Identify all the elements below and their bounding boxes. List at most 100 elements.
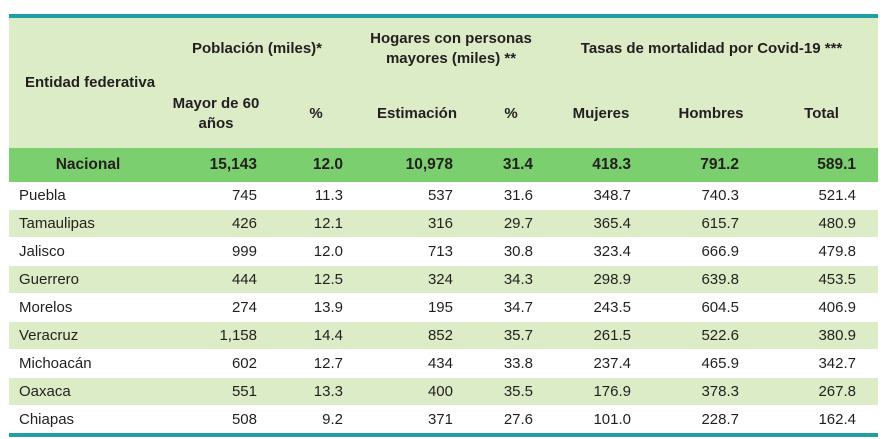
cell-mayor-60: 444 [157, 265, 275, 294]
table-row: Morelos 274 13.9 195 34.7 243.5 604.5 40… [9, 293, 879, 322]
cell-total: 342.7 [765, 349, 879, 378]
cell-pct-hogares: 33.8 [477, 349, 546, 378]
cell-hombres: 615.7 [657, 209, 766, 238]
cell-pct-poblacion: 14.4 [275, 321, 357, 350]
cell-pct-hogares: 31.4 [477, 148, 546, 182]
header-pct-hogares: % [477, 80, 546, 148]
cell-mujeres: 323.4 [545, 237, 658, 266]
header-mayor-60: Mayor de 60 años [157, 80, 275, 148]
cell-hombres: 522.6 [657, 321, 766, 350]
header-pct-poblacion: % [275, 80, 357, 148]
cell-hombres: 465.9 [657, 349, 766, 378]
header-poblacion: Población (miles)* [157, 18, 357, 80]
header-estimacion: Estimación [357, 80, 477, 148]
cell-mujeres: 418.3 [545, 148, 658, 182]
table-row: Chiapas 508 9.2 371 27.6 101.0 228.7 162… [9, 405, 879, 433]
cell-total: 380.9 [765, 321, 879, 350]
header-total: Total [765, 80, 879, 148]
cell-mayor-60: 508 [157, 405, 275, 433]
cell-pct-poblacion: 12.7 [275, 349, 357, 378]
cell-hombres: 378.3 [657, 377, 766, 406]
cell-entity: Chiapas [9, 405, 157, 433]
cell-estimacion: 195 [357, 293, 477, 322]
cell-pct-hogares: 35.7 [477, 321, 546, 350]
cell-hombres: 228.7 [657, 405, 766, 433]
top-rule [9, 14, 878, 18]
table-row: Tamaulipas 426 12.1 316 29.7 365.4 615.7… [9, 209, 879, 238]
table-row: Jalisco 999 12.0 713 30.8 323.4 666.9 47… [9, 237, 879, 266]
cell-pct-hogares: 27.6 [477, 405, 546, 433]
cell-entity: Guerrero [9, 265, 157, 294]
cell-estimacion: 713 [357, 237, 477, 266]
table-row: Veracruz 1,158 14.4 852 35.7 261.5 522.6… [9, 321, 879, 350]
cell-mujeres: 237.4 [545, 349, 658, 378]
cell-entity: Veracruz [9, 321, 157, 350]
cell-mayor-60: 551 [157, 377, 275, 406]
cell-entity: Jalisco [9, 237, 157, 266]
data-table: Entidad federativa Población (miles)* Ho… [9, 18, 879, 433]
cell-entity: Michoacán [9, 349, 157, 378]
cell-pct-hogares: 34.7 [477, 293, 546, 322]
header-hogares: Hogares con personas mayores (miles) ** [357, 18, 546, 80]
cell-mujeres: 298.9 [545, 265, 658, 294]
table-row: Michoacán 602 12.7 434 33.8 237.4 465.9 … [9, 349, 879, 378]
table-row: Puebla 745 11.3 537 31.6 348.7 740.3 521… [9, 182, 879, 210]
cell-estimacion: 852 [357, 321, 477, 350]
cell-pct-hogares: 29.7 [477, 209, 546, 238]
cell-mayor-60: 745 [157, 182, 275, 210]
cell-mujeres: 176.9 [545, 377, 658, 406]
cell-entity: Nacional [9, 148, 157, 182]
cell-hombres: 791.2 [657, 148, 766, 182]
cell-mayor-60: 15,143 [157, 148, 275, 182]
cell-hombres: 666.9 [657, 237, 766, 266]
cell-entity: Morelos [9, 293, 157, 322]
cell-mujeres: 243.5 [545, 293, 658, 322]
cell-total: 589.1 [765, 148, 879, 182]
cell-mayor-60: 426 [157, 209, 275, 238]
cell-pct-poblacion: 12.1 [275, 209, 357, 238]
cell-total: 406.9 [765, 293, 879, 322]
cell-estimacion: 400 [357, 377, 477, 406]
cell-estimacion: 371 [357, 405, 477, 433]
cell-entity: Tamaulipas [9, 209, 157, 238]
cell-total: 479.8 [765, 237, 879, 266]
bottom-rule [9, 433, 878, 437]
national-row: Nacional 15,143 12.0 10,978 31.4 418.3 7… [9, 148, 879, 182]
header-tasas: Tasas de mortalidad por Covid-19 *** [545, 18, 879, 80]
cell-hombres: 740.3 [657, 182, 766, 210]
cell-total: 453.5 [765, 265, 879, 294]
cell-mujeres: 261.5 [545, 321, 658, 350]
table-row: Oaxaca 551 13.3 400 35.5 176.9 378.3 267… [9, 377, 879, 406]
cell-total: 267.8 [765, 377, 879, 406]
cell-estimacion: 537 [357, 182, 477, 210]
cell-mujeres: 348.7 [545, 182, 658, 210]
cell-pct-hogares: 34.3 [477, 265, 546, 294]
header-mujeres: Mujeres [545, 80, 658, 148]
cell-pct-hogares: 30.8 [477, 237, 546, 266]
cell-mujeres: 101.0 [545, 405, 658, 433]
cell-mayor-60: 602 [157, 349, 275, 378]
cell-hombres: 604.5 [657, 293, 766, 322]
table-row: Guerrero 444 12.5 324 34.3 298.9 639.8 4… [9, 265, 879, 294]
cell-pct-poblacion: 12.0 [275, 237, 357, 266]
cell-mujeres: 365.4 [545, 209, 658, 238]
mortality-table-figure: Entidad federativa Población (miles)* Ho… [9, 14, 879, 437]
cell-entity: Puebla [9, 182, 157, 210]
cell-pct-poblacion: 13.9 [275, 293, 357, 322]
cell-pct-poblacion: 13.3 [275, 377, 357, 406]
cell-estimacion: 434 [357, 349, 477, 378]
cell-total: 521.4 [765, 182, 879, 210]
cell-mayor-60: 999 [157, 237, 275, 266]
cell-pct-poblacion: 11.3 [275, 182, 357, 210]
header-hombres: Hombres [657, 80, 766, 148]
header-entity: Entidad federativa [9, 18, 157, 148]
cell-pct-poblacion: 9.2 [275, 405, 357, 433]
cell-mayor-60: 274 [157, 293, 275, 322]
cell-total: 162.4 [765, 405, 879, 433]
cell-entity: Oaxaca [9, 377, 157, 406]
cell-pct-hogares: 31.6 [477, 182, 546, 210]
cell-hombres: 639.8 [657, 265, 766, 294]
cell-pct-hogares: 35.5 [477, 377, 546, 406]
cell-estimacion: 316 [357, 209, 477, 238]
cell-pct-poblacion: 12.5 [275, 265, 357, 294]
